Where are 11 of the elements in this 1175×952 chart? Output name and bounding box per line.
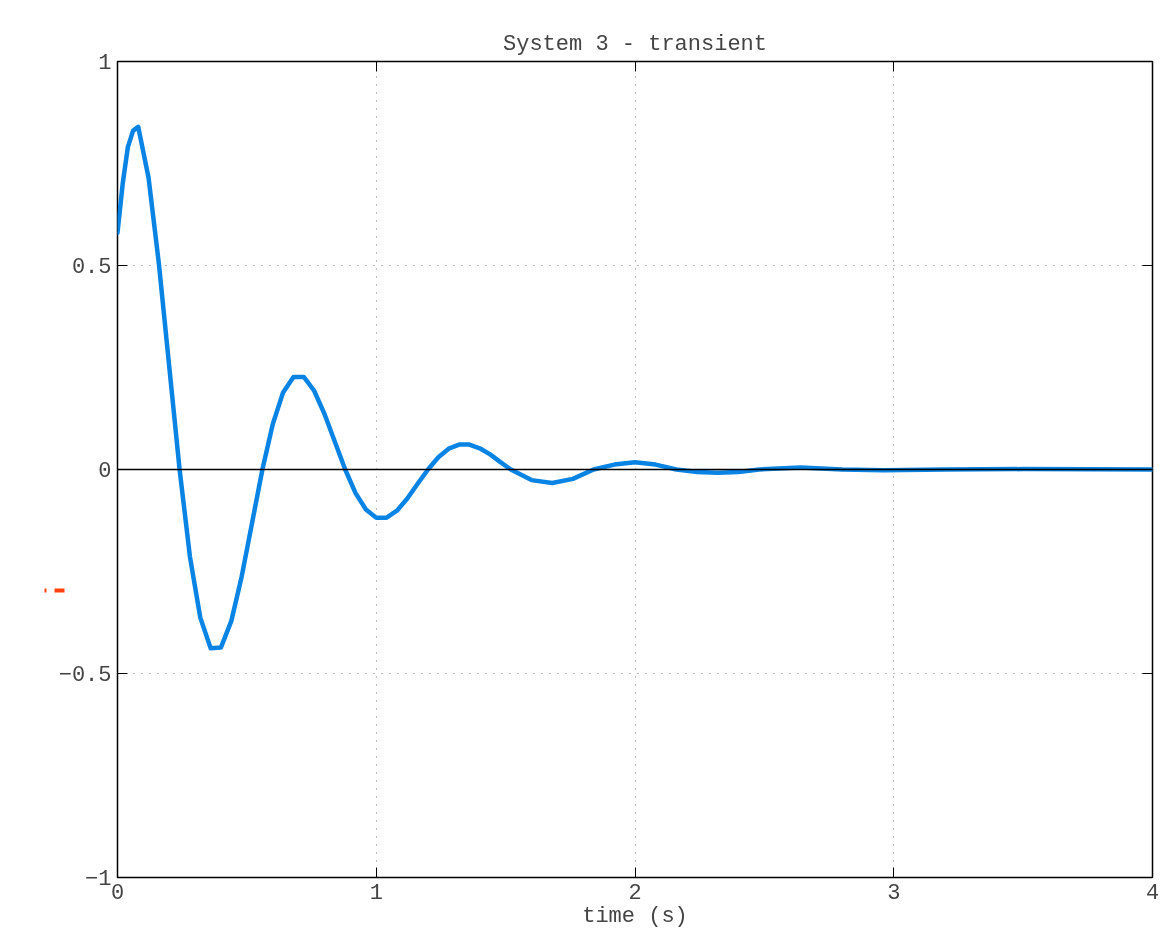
x-tick-label: 1 <box>369 880 383 906</box>
x-tick-label: 4 <box>1145 880 1160 906</box>
y-tick-label: 1 <box>98 51 112 76</box>
x-axis-title: time (s) <box>582 903 688 929</box>
y-tick-label: 0 <box>98 459 112 484</box>
x-tick-label: 2 <box>628 880 642 906</box>
y-tick-label: −0.5 <box>58 663 112 688</box>
y-tick-label: 0.5 <box>71 255 112 280</box>
chart-title: System 3 - transient <box>502 31 768 57</box>
x-tick-label: 3 <box>887 880 901 906</box>
y-tick-label: −1 <box>85 867 112 892</box>
